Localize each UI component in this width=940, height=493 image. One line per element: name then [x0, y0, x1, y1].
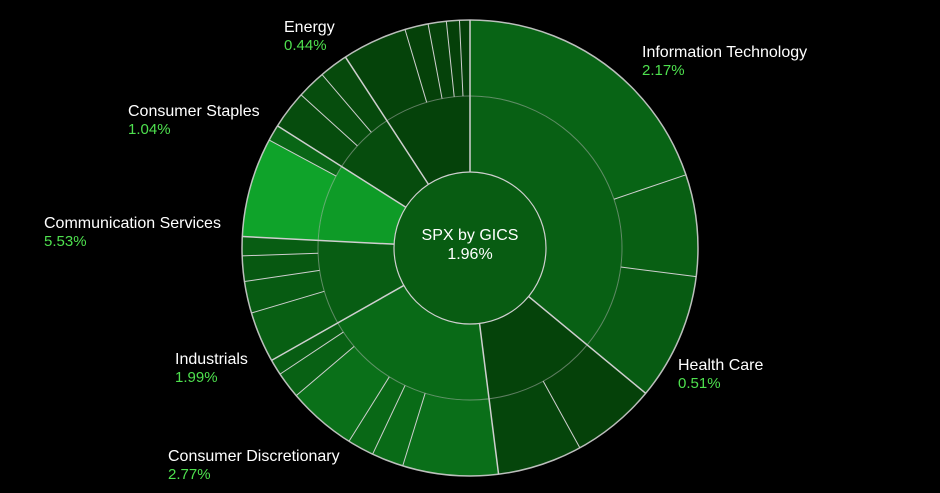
- industry-arc-information-technology-2[interactable]: [613, 174, 698, 277]
- industry-divider: [300, 94, 358, 147]
- sector-label-consumer-discretionary: Consumer Discretionary: [168, 448, 340, 465]
- industry-arc-health-care-2[interactable]: [489, 381, 580, 475]
- sector-label-industrials: Industrials: [175, 351, 248, 368]
- industry-divider: [348, 376, 390, 442]
- sector-value-energy: 0.44%: [284, 37, 327, 54]
- industry-arc-energy-4[interactable]: [446, 20, 463, 97]
- center-value: 1.96%: [447, 246, 492, 263]
- sector-divider: [344, 56, 430, 185]
- industry-divider: [458, 20, 464, 97]
- industry-arc-communication-services-1[interactable]: [242, 140, 337, 241]
- center-title: SPX by GICS: [422, 227, 519, 244]
- sector-value-health-care: 0.51%: [678, 375, 721, 392]
- sector-arc-energy[interactable]: [386, 96, 470, 185]
- industry-arc-industrials-1[interactable]: [251, 291, 338, 361]
- sector-value-information-technology: 2.17%: [642, 62, 685, 79]
- sector-label-information-technology: Information Technology: [642, 44, 807, 61]
- industry-arc-consumer-discretionary-4[interactable]: [296, 346, 390, 442]
- middle-ring-border: [317, 95, 623, 401]
- industry-divider: [268, 139, 337, 177]
- industry-divider: [321, 74, 372, 133]
- sector-divider: [478, 323, 500, 475]
- outer-ring-border: [241, 19, 699, 477]
- sector-value-industrials: 1.99%: [175, 369, 218, 386]
- industry-arc-consumer-discretionary-2[interactable]: [372, 385, 426, 466]
- sector-divider: [242, 235, 395, 245]
- sector-arc-communication-services[interactable]: [318, 166, 406, 245]
- industry-arc-consumer-staples-2[interactable]: [301, 74, 372, 146]
- sector-arc-health-care[interactable]: [479, 296, 588, 399]
- industry-divider: [402, 393, 426, 466]
- sector-value-consumer-staples: 1.04%: [128, 121, 171, 138]
- industry-arc-consumer-discretionary-5[interactable]: [280, 332, 355, 396]
- middle-ring: [318, 96, 623, 400]
- sector-arc-consumer-discretionary[interactable]: [337, 285, 490, 400]
- dividers: [241, 19, 699, 477]
- industry-arc-industrials-2[interactable]: [244, 270, 325, 313]
- industry-divider: [542, 380, 581, 449]
- industry-arc-energy-2[interactable]: [405, 23, 443, 103]
- industry-arc-health-care-1[interactable]: [543, 344, 646, 448]
- sector-label-communication-services: Communication Services: [44, 215, 221, 232]
- industry-arc-information-technology-1[interactable]: [470, 20, 686, 200]
- industry-arc-consumer-discretionary-3[interactable]: [348, 376, 406, 455]
- industry-arc-consumer-discretionary-1[interactable]: [402, 393, 499, 476]
- industry-arc-communication-services-2[interactable]: [269, 125, 342, 177]
- industry-divider: [445, 21, 455, 97]
- sector-arc-industrials[interactable]: [318, 240, 404, 323]
- industry-divider: [404, 29, 428, 103]
- sector-divider: [277, 125, 407, 208]
- sector-arc-information-technology[interactable]: [470, 96, 623, 345]
- sector-value-consumer-discretionary: 2.77%: [168, 466, 211, 483]
- center-disc: [393, 171, 547, 325]
- industry-divider: [251, 290, 325, 314]
- outer-ring: [242, 20, 698, 476]
- industry-arc-consumer-staples-3[interactable]: [322, 57, 387, 133]
- industry-divider: [279, 331, 344, 375]
- industry-arc-consumer-staples-1[interactable]: [277, 94, 358, 167]
- industry-arc-information-technology-3[interactable]: [587, 267, 697, 394]
- industry-divider: [427, 23, 443, 99]
- industry-arc-energy-3[interactable]: [428, 21, 455, 99]
- industry-divider: [244, 269, 320, 283]
- sector-value-communication-services: 5.53%: [44, 233, 87, 250]
- sector-label-consumer-staples: Consumer Staples: [128, 103, 260, 120]
- sector-label-energy: Energy: [284, 19, 335, 36]
- sector-divider: [271, 284, 405, 361]
- industry-arc-consumer-discretionary-6[interactable]: [271, 322, 344, 375]
- industry-divider: [242, 252, 319, 257]
- sector-divider: [528, 295, 647, 394]
- sector-arc-consumer-staples[interactable]: [341, 120, 429, 208]
- industry-divider: [372, 385, 406, 455]
- industry-divider: [295, 346, 355, 396]
- industry-arc-industrials-4[interactable]: [242, 236, 319, 256]
- chart-center: SPX by GICS 1.96%: [393, 171, 547, 325]
- industry-arc-energy-1[interactable]: [345, 29, 427, 121]
- industry-divider: [620, 266, 697, 278]
- industry-arc-industrials-3[interactable]: [242, 253, 320, 282]
- industry-divider: [613, 174, 687, 200]
- sector-label-health-care: Health Care: [678, 357, 763, 374]
